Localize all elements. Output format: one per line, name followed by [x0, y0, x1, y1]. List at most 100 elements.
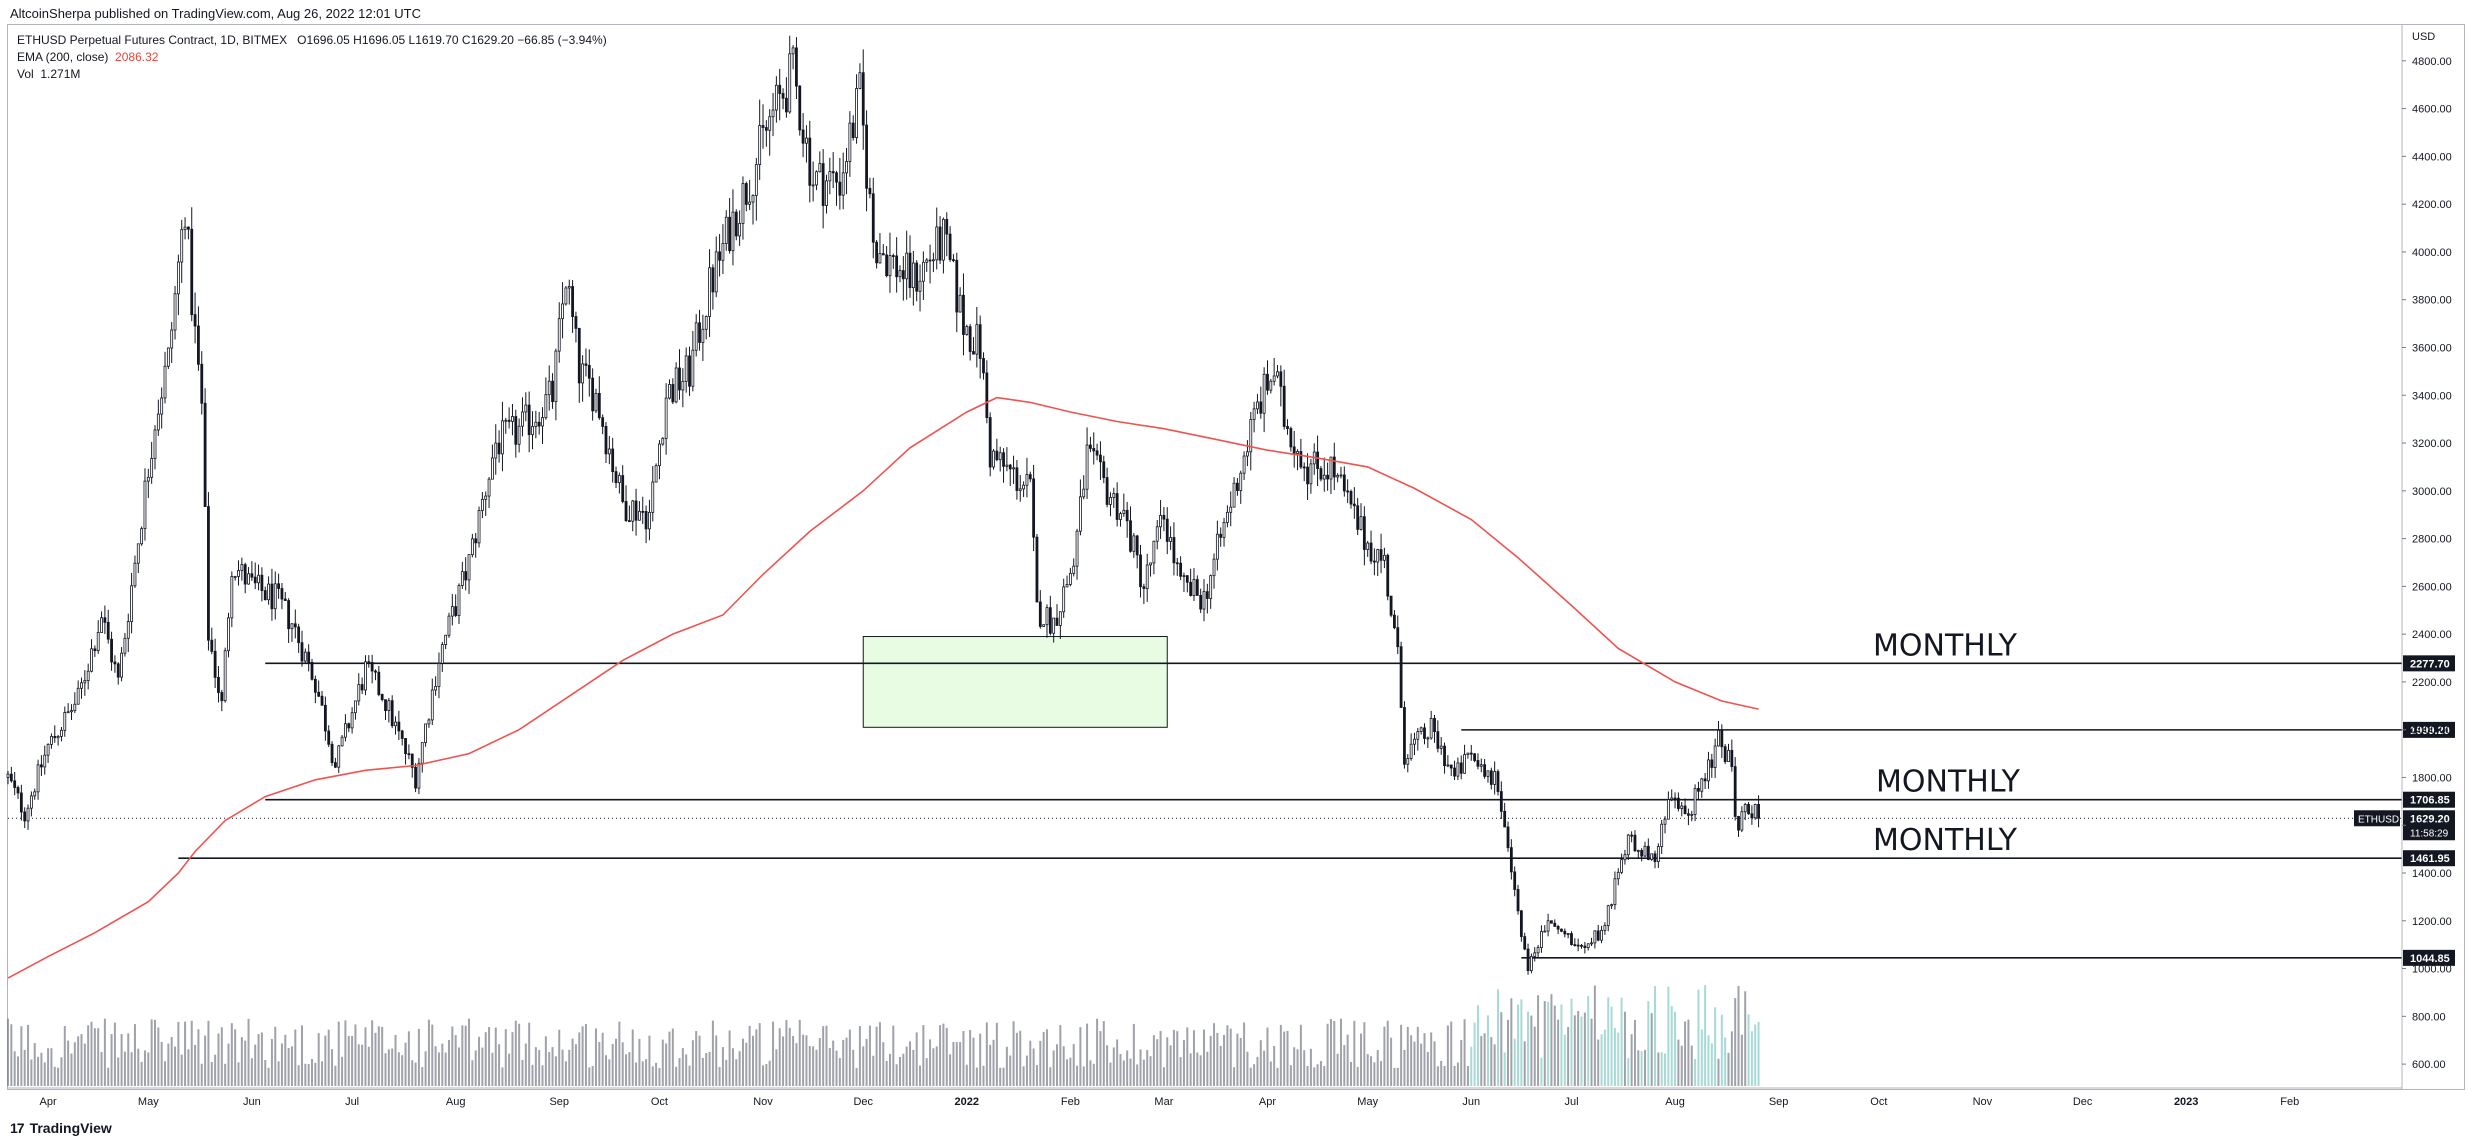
x-tick-label: Mar: [1154, 1096, 1173, 1108]
candle-body: [153, 429, 157, 459]
volume-bar: [818, 1038, 821, 1086]
volume-bar: [1045, 1029, 1048, 1086]
volume-bar: [140, 1061, 143, 1086]
volume-bar: [584, 1023, 587, 1086]
volume-bar: [1446, 1025, 1449, 1086]
volume-bar: [598, 1042, 601, 1086]
ema-line: EMA (200, close) 2086.32: [17, 49, 607, 66]
volume-bar: [77, 1036, 80, 1086]
level-price-tag: [2403, 655, 2455, 672]
candle-body: [1172, 537, 1176, 564]
candle-body: [1225, 511, 1229, 523]
candle-body: [83, 680, 87, 684]
candle-body: [537, 421, 541, 427]
volume-bar: [554, 1056, 557, 1086]
candle-body: [50, 736, 53, 745]
volume-bar: [795, 1043, 798, 1086]
candle-body: [387, 700, 391, 712]
candle-body: [1656, 846, 1660, 863]
candle-body: [1352, 503, 1356, 507]
candle-body: [474, 538, 478, 544]
volume-bar: [1677, 1039, 1680, 1086]
candle-body: [754, 164, 758, 196]
volume-bar: [578, 1032, 581, 1086]
volume-bar: [1002, 1067, 1005, 1086]
candle-body: [921, 261, 925, 282]
candle-body: [384, 699, 387, 712]
candle-body: [380, 694, 384, 701]
candle-body: [1082, 488, 1086, 498]
candle-body: [1443, 745, 1446, 767]
candle-body: [1496, 771, 1500, 792]
volume-bar: [1754, 1024, 1757, 1086]
volume-bar: [27, 1024, 30, 1086]
last-price-tag: [2403, 810, 2455, 841]
candle-body: [738, 222, 742, 237]
volume-bar: [93, 1028, 96, 1086]
volume-bar: [678, 1058, 681, 1086]
volume-bar: [1483, 1033, 1486, 1086]
candle-body: [845, 161, 848, 174]
volume-bar: [297, 1065, 300, 1086]
volume-bar: [1420, 1043, 1423, 1086]
y-tick-label: 4800.00: [2412, 56, 2452, 68]
candle-body: [1062, 586, 1066, 613]
volume-bar: [1717, 1058, 1720, 1086]
candle-body: [267, 583, 270, 601]
candle-body: [684, 355, 688, 382]
volume-bar: [965, 1064, 968, 1086]
volume-bar: [1246, 1051, 1249, 1086]
volume-bar: [1610, 1006, 1613, 1086]
candle-body: [29, 795, 33, 809]
volume-bar: [1550, 994, 1553, 1086]
volume-bar: [67, 1040, 70, 1086]
volume-bar: [1580, 1016, 1583, 1086]
level-price-label: 1044.85: [2410, 953, 2450, 965]
candle-body: [594, 392, 598, 412]
candle-body: [1730, 749, 1734, 768]
candle-body: [1292, 446, 1296, 454]
volume-bar: [838, 1057, 841, 1086]
volume-bar: [90, 1021, 93, 1086]
candle-body: [404, 738, 407, 755]
volume-bar: [1470, 1046, 1473, 1086]
candle-body: [1322, 474, 1326, 480]
volume-bar: [581, 1026, 584, 1086]
volume-bar: [511, 1032, 514, 1086]
candle-body: [1553, 922, 1557, 927]
volume-bar: [1527, 1011, 1530, 1086]
volume-bar: [645, 1059, 648, 1086]
volume-value: 1.271M: [40, 67, 81, 81]
chart-pane[interactable]: [7, 24, 2465, 1090]
candle-body: [1560, 928, 1563, 932]
volume-bar: [1096, 1018, 1099, 1086]
candle-body: [1493, 771, 1497, 785]
volume-bar: [1567, 1026, 1570, 1086]
candle-body: [220, 692, 224, 702]
candle-body: [801, 129, 805, 144]
volume-bar: [1233, 1067, 1236, 1086]
candle-body: [778, 84, 782, 94]
volume-bar: [588, 1067, 591, 1086]
candle-body: [1570, 933, 1573, 946]
candle-body: [1403, 707, 1406, 765]
candle-body: [193, 314, 197, 327]
volume-bar: [845, 1037, 848, 1086]
volume-bar: [875, 1026, 878, 1086]
volume-bar: [671, 1028, 674, 1086]
candle-body: [1219, 533, 1223, 538]
volume-bar: [508, 1053, 511, 1086]
volume-bar: [1082, 1066, 1085, 1086]
tradingview-footer[interactable]: 17 TradingView: [10, 1120, 112, 1136]
candle-body: [1419, 727, 1423, 732]
volume-bar: [1289, 1065, 1292, 1086]
candle-body: [407, 753, 411, 756]
currency-label: USD: [2412, 31, 2435, 43]
candle-body: [280, 588, 284, 600]
x-tick-label: Aug: [446, 1096, 466, 1108]
candle-body: [1753, 803, 1757, 819]
candle-body: [721, 243, 725, 261]
candle-body: [1479, 764, 1483, 767]
volume-bar: [207, 1020, 210, 1086]
